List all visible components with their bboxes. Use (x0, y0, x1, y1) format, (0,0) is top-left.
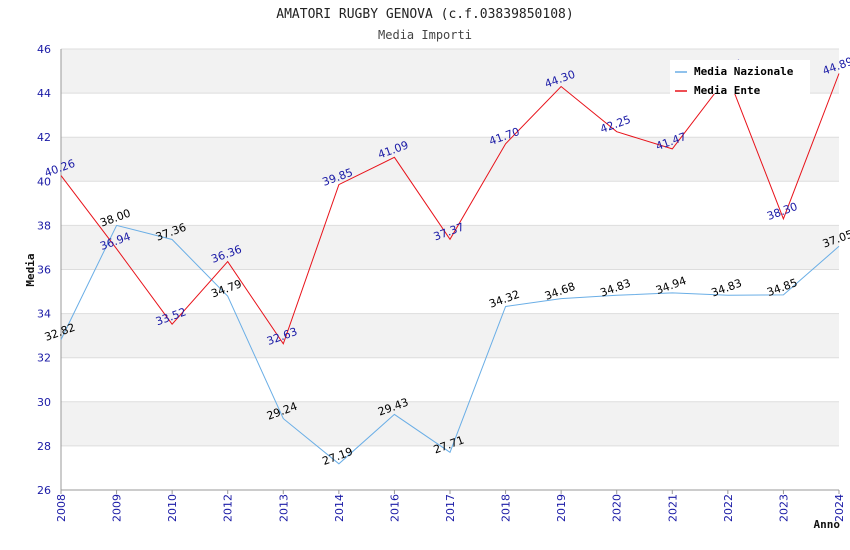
grid-band (61, 313, 839, 358)
series-line-media-nazionale (60, 224, 840, 465)
x-tick-label: 2009 (111, 494, 124, 522)
x-tick-label: 2010 (166, 494, 179, 522)
series-lines (60, 73, 840, 465)
legend-box (670, 60, 810, 94)
x-tick-label: 2021 (666, 494, 679, 522)
y-tick-label: 46 (37, 43, 51, 56)
x-tick-label: 2016 (388, 494, 401, 522)
chart-title: AMATORI RUGBY GENOVA (c.f.03839850108) (276, 7, 573, 22)
y-axis-label: Media (24, 253, 37, 286)
y-tick-label: 30 (37, 396, 51, 409)
legend-label-media-ente: Media Ente (694, 84, 761, 97)
grid-bands (61, 49, 839, 490)
y-tick-label: 26 (37, 484, 51, 497)
y-tick-labels: 26 28 30 32 34 36 38 40 42 44 46 (37, 43, 51, 497)
x-tick-label: 2017 (444, 494, 457, 522)
y-tick-label: 34 (37, 308, 51, 321)
grid-band (61, 401, 839, 446)
x-tick-label: 2023 (777, 494, 790, 522)
x-tick-label: 2012 (222, 494, 235, 522)
grid-band (61, 137, 839, 182)
x-tick-label: 2024 (833, 494, 846, 522)
y-tick-label: 42 (37, 131, 51, 144)
grid-band (61, 445, 839, 490)
y-tick-label: 32 (37, 352, 51, 365)
series-line-media-ente (60, 73, 840, 345)
x-tick-label: 2008 (55, 494, 68, 522)
y-tick-label: 36 (37, 264, 51, 277)
x-tick-label: 2020 (611, 494, 624, 522)
grid-band (61, 357, 839, 402)
grid-band (61, 93, 839, 138)
y-tick-label: 38 (37, 219, 51, 232)
x-tick-label: 2019 (555, 494, 568, 522)
x-axis-label: Anno (814, 518, 841, 531)
legend-label-media-nazionale: Media Nazionale (694, 65, 794, 78)
axes (60, 49, 840, 494)
chart-subtitle: Media Importi (378, 28, 472, 42)
x-tick-label: 2013 (277, 494, 290, 522)
y-tick-label: 28 (37, 440, 51, 453)
y-tick-label: 40 (37, 175, 51, 188)
grid-band (61, 225, 839, 270)
x-tick-label: 2022 (722, 494, 735, 522)
x-tick-label: 2014 (333, 494, 346, 522)
x-tick-labels: 2008 2009 2010 2012 2013 2014 2016 2017 2018 2019… (55, 494, 846, 522)
legend: Media Nazionale Media Ente (670, 60, 810, 97)
grid-band (61, 181, 839, 226)
grid-band (61, 269, 839, 314)
x-tick-label: 2018 (500, 494, 513, 522)
y-tick-label: 44 (37, 87, 51, 100)
